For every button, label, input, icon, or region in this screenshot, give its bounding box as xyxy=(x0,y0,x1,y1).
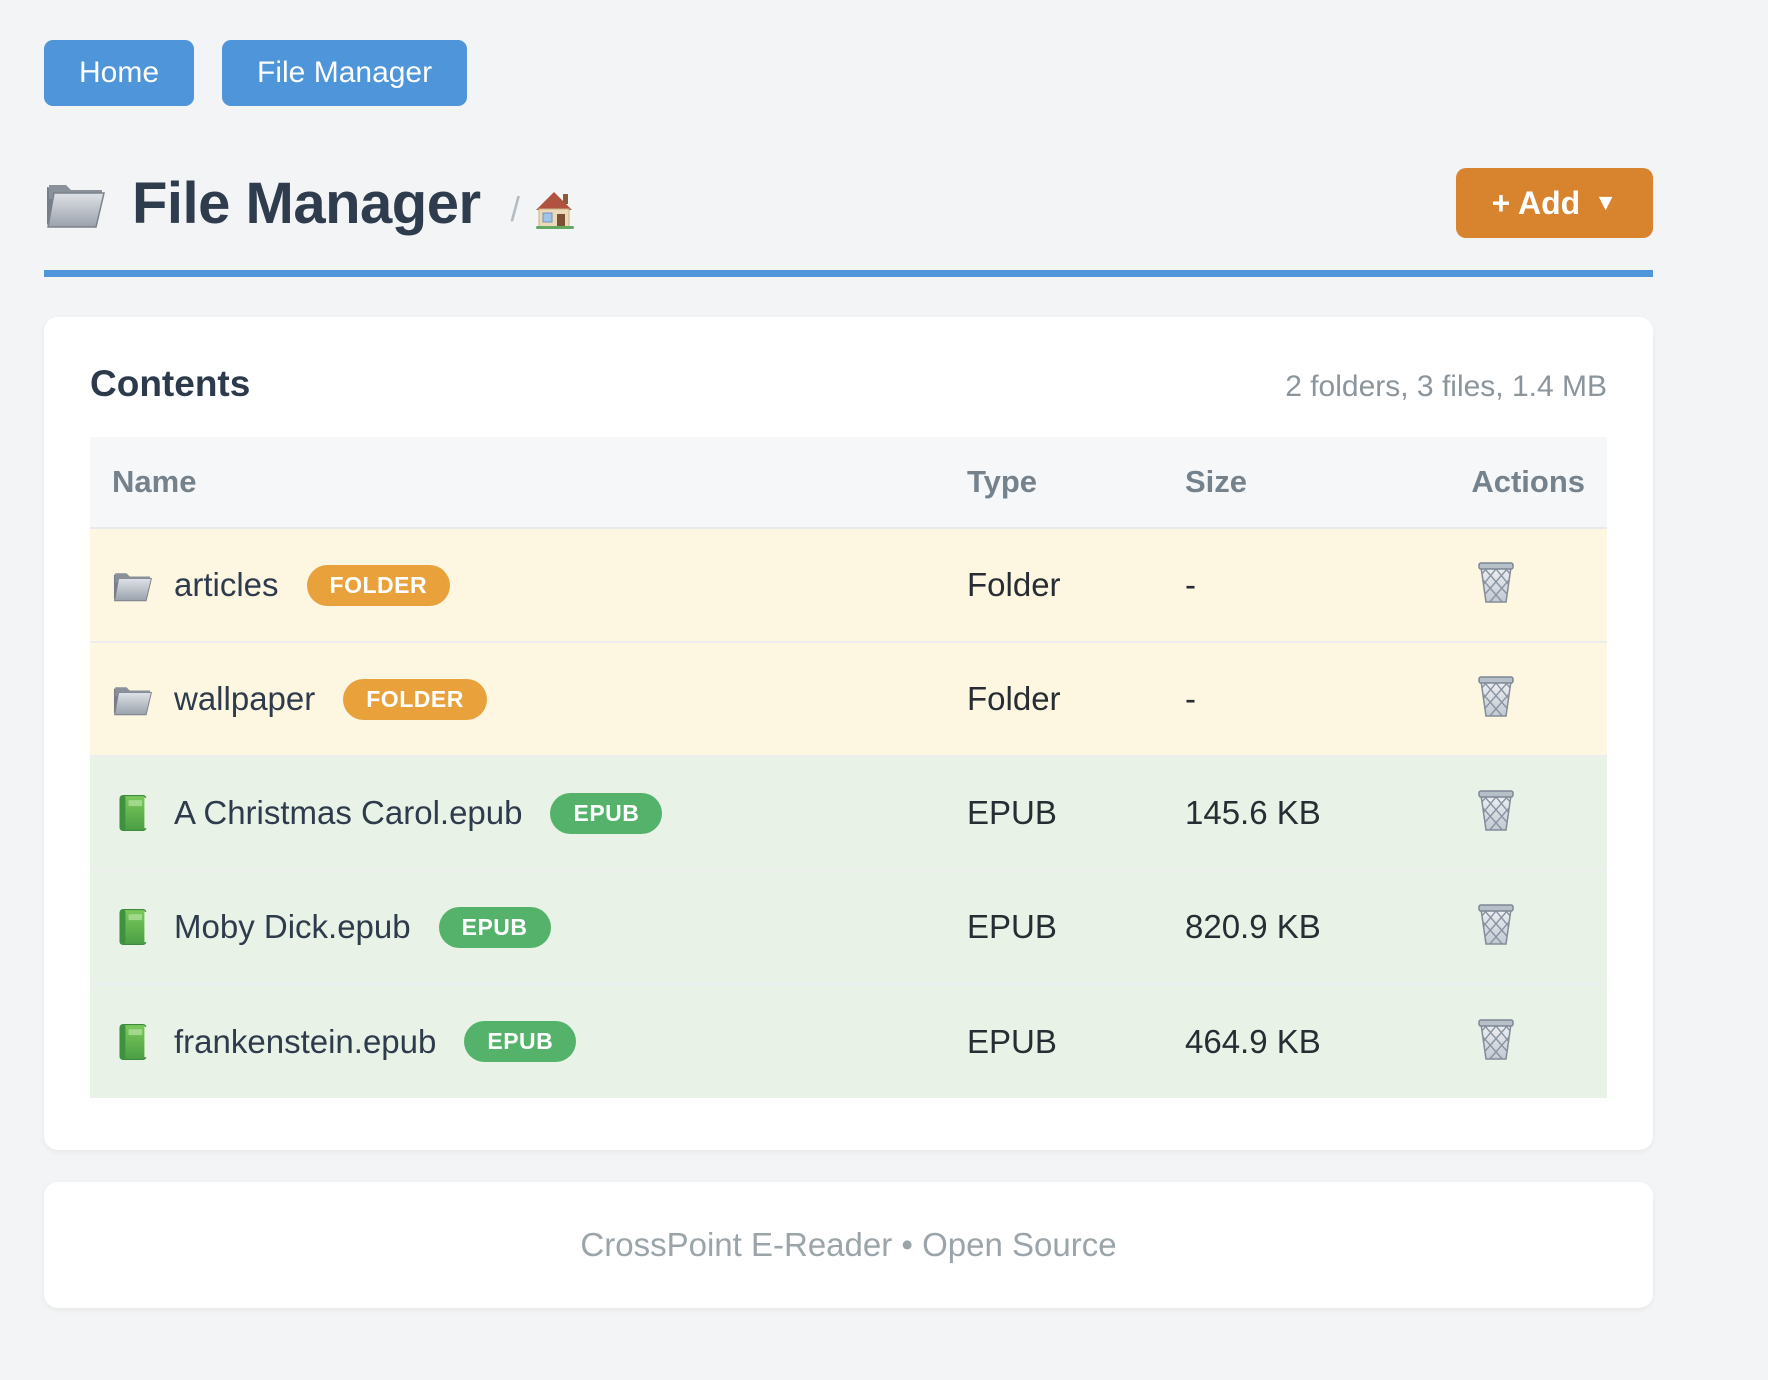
trash-icon xyxy=(1476,786,1516,832)
nav-button-file-manager[interactable]: File Manager xyxy=(222,40,468,106)
cell-size: 820.9 KB xyxy=(1185,908,1321,945)
file-name-link[interactable]: A Christmas Carol.epub EPUB xyxy=(112,792,923,834)
cell-type: EPUB xyxy=(967,908,1057,945)
add-button[interactable]: + Add ▼ xyxy=(1455,168,1653,238)
cell-size: - xyxy=(1185,566,1196,603)
type-badge: EPUB xyxy=(464,1021,577,1062)
footer-card: CrossPoint E-Reader • Open Source xyxy=(44,1182,1653,1308)
add-button-label: + Add xyxy=(1491,185,1581,221)
table-row[interactable]: frankenstein.epub EPUB EPUB 464.9 KB xyxy=(90,984,1607,1098)
folder-icon xyxy=(113,686,152,716)
file-table: Name Type Size Actions articles FOLDER xyxy=(90,437,1607,1098)
file-name-link[interactable]: Moby Dick.epub EPUB xyxy=(112,906,923,948)
type-badge: FOLDER xyxy=(306,564,451,606)
file-name: frankenstein.epub xyxy=(174,1022,437,1060)
cell-size: - xyxy=(1185,680,1196,717)
type-badge: EPUB xyxy=(438,906,551,948)
page-header: File Manager / + Add ▼ xyxy=(44,168,1653,238)
delete-button[interactable] xyxy=(1476,672,1516,718)
trash-icon xyxy=(1476,900,1516,946)
trash-icon xyxy=(1476,1015,1516,1061)
file-name: A Christmas Carol.epub xyxy=(174,794,523,831)
file-name-link[interactable]: frankenstein.epub EPUB xyxy=(112,1021,923,1062)
chevron-down-icon: ▼ xyxy=(1594,189,1617,216)
cell-size: 464.9 KB xyxy=(1185,1022,1321,1060)
file-name: Moby Dick.epub xyxy=(174,908,411,945)
table-header-row: Name Type Size Actions xyxy=(90,437,1607,529)
table-row[interactable]: A Christmas Carol.epub EPUB EPUB 145.6 K… xyxy=(90,756,1607,870)
nav-button-home[interactable]: Home xyxy=(44,40,195,106)
cell-size: 145.6 KB xyxy=(1185,794,1321,831)
column-header-type: Type xyxy=(945,437,1163,529)
breadcrumb-separator: / xyxy=(510,190,520,229)
column-header-name: Name xyxy=(90,437,945,529)
breadcrumb: / xyxy=(511,190,576,230)
contents-summary: 2 folders, 3 files, 1.4 MB xyxy=(1285,370,1607,403)
cell-type: EPUB xyxy=(967,1022,1057,1060)
contents-heading: Contents xyxy=(90,363,251,404)
file-name: articles xyxy=(174,566,279,603)
cell-type: EPUB xyxy=(967,794,1057,831)
cell-type: Folder xyxy=(967,680,1061,717)
folder-icon xyxy=(113,572,152,602)
delete-button[interactable] xyxy=(1476,786,1516,832)
file-name: wallpaper xyxy=(174,680,316,717)
header-divider xyxy=(44,270,1653,277)
home-icon[interactable] xyxy=(534,190,576,230)
type-badge: FOLDER xyxy=(343,678,487,720)
column-header-actions: Actions xyxy=(1385,437,1607,529)
page-title: File Manager xyxy=(132,170,481,236)
file-name-link[interactable]: wallpaper FOLDER xyxy=(112,678,923,720)
trash-icon xyxy=(1476,558,1516,604)
delete-button[interactable] xyxy=(1476,558,1516,604)
contents-table-body: articles FOLDER Folder - wallpaper xyxy=(90,528,1607,1098)
green-book-icon xyxy=(119,1023,148,1060)
green-book-icon xyxy=(119,908,148,946)
cell-type: Folder xyxy=(967,566,1061,603)
delete-button[interactable] xyxy=(1476,900,1516,946)
delete-button[interactable] xyxy=(1476,1015,1516,1061)
type-badge: EPUB xyxy=(550,792,663,834)
open-folder-icon xyxy=(46,184,105,228)
trash-icon xyxy=(1476,672,1516,718)
top-nav: Home File Manager xyxy=(44,40,1653,106)
table-row[interactable]: Moby Dick.epub EPUB EPUB 820.9 KB xyxy=(90,870,1607,984)
file-name-link[interactable]: articles FOLDER xyxy=(112,564,923,606)
column-header-size: Size xyxy=(1163,437,1385,529)
green-book-icon xyxy=(119,794,148,832)
table-row[interactable]: articles FOLDER Folder - xyxy=(90,528,1607,642)
footer-text: CrossPoint E-Reader • Open Source xyxy=(580,1226,1117,1263)
contents-card: Contents 2 folders, 3 files, 1.4 MB Name… xyxy=(44,317,1653,1150)
table-row[interactable]: wallpaper FOLDER Folder - xyxy=(90,642,1607,756)
